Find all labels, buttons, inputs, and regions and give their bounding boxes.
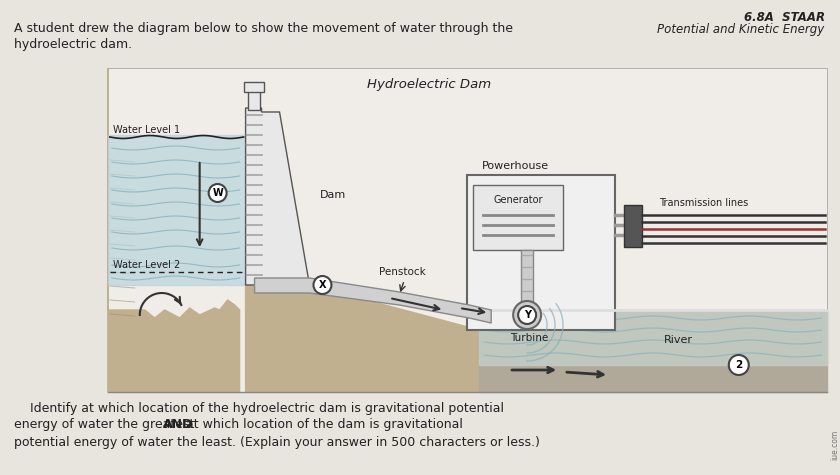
Text: W: W	[213, 188, 223, 198]
Bar	[108, 68, 827, 392]
Bar	[244, 82, 264, 92]
Circle shape	[208, 184, 227, 202]
Circle shape	[518, 306, 536, 324]
Text: X: X	[318, 280, 326, 290]
Text: Identify at which location of the hydroelectric dam is gravitational potential: Identify at which location of the hydroe…	[14, 402, 504, 415]
Text: Dam: Dam	[319, 190, 346, 200]
Text: Potential and Kinetic Energy: Potential and Kinetic Energy	[658, 23, 825, 36]
Bar	[467, 175, 615, 330]
Text: potential energy of water the least. (Explain your answer in 500 characters or l: potential energy of water the least. (Ex…	[14, 436, 540, 449]
Text: Water Level 2: Water Level 2	[113, 260, 180, 270]
Text: energy of water the greatest: energy of water the greatest	[14, 418, 198, 431]
Circle shape	[513, 301, 541, 329]
Polygon shape	[255, 278, 491, 323]
Polygon shape	[108, 135, 245, 285]
Text: at which location of the dam is gravitational: at which location of the dam is gravitat…	[181, 418, 463, 431]
Text: Turbine: Turbine	[510, 333, 549, 343]
Circle shape	[729, 355, 748, 375]
Text: 2: 2	[735, 360, 743, 370]
Text: Water Level 1: Water Level 1	[113, 125, 180, 135]
Text: A student drew the diagram below to show the movement of water through the: A student drew the diagram below to show…	[14, 22, 513, 35]
Text: 6.8A  STAAR: 6.8A STAAR	[743, 11, 825, 24]
Polygon shape	[245, 108, 309, 285]
Polygon shape	[108, 68, 239, 392]
Bar	[521, 250, 533, 310]
Text: AND: AND	[163, 418, 193, 431]
Bar	[624, 205, 642, 247]
Text: Penstock: Penstock	[380, 267, 426, 277]
Circle shape	[313, 276, 332, 294]
Text: River: River	[664, 335, 693, 345]
Text: Transmission lines: Transmission lines	[659, 198, 748, 208]
Bar	[248, 88, 260, 110]
Polygon shape	[245, 285, 479, 392]
Polygon shape	[479, 310, 827, 392]
Text: iue.com: iue.com	[830, 430, 839, 460]
Polygon shape	[479, 310, 827, 365]
Bar	[473, 185, 563, 250]
Text: Powerhouse: Powerhouse	[482, 161, 549, 171]
Text: Hydroelectric Dam: Hydroelectric Dam	[367, 78, 491, 91]
Text: Generator: Generator	[493, 195, 543, 205]
Text: Y: Y	[523, 310, 531, 320]
Text: hydroelectric dam.: hydroelectric dam.	[14, 38, 132, 51]
